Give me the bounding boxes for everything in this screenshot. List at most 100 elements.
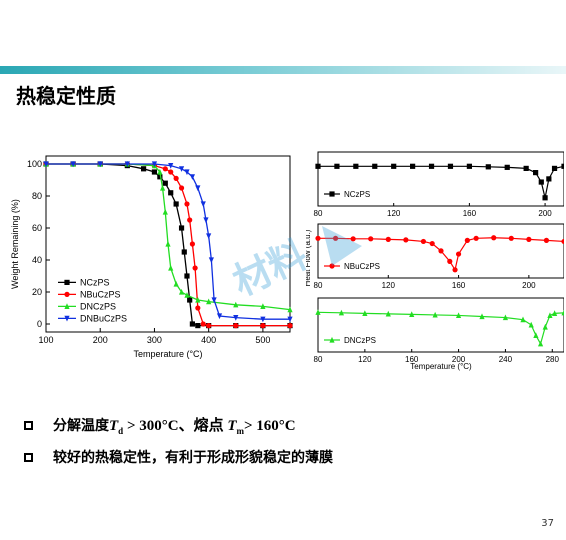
tga-point-DNBuCzPS xyxy=(208,257,214,264)
dsc-x-tick-label: 80 xyxy=(314,355,323,364)
dsc-y-axis-label: Heat Flow (a.u.) xyxy=(306,229,312,286)
dsc-chart: 80 120 160 200 NCzPS 80 120 160 200 NBuCzPS 80 120 1… xyxy=(303,148,566,380)
dsc-point-NBuCzPS xyxy=(420,238,427,245)
dsc-x-tick-label: 200 xyxy=(522,281,536,290)
tga-point-DNBuCzPS xyxy=(124,161,130,168)
tga-y-axis-label: Weight Remaining (%) xyxy=(10,199,20,289)
dsc-point-NCzPS xyxy=(485,164,491,170)
dsc-point-NBuCzPS xyxy=(332,235,339,241)
dsc-point-NCzPS xyxy=(315,163,321,169)
tga-point-DNCzPS xyxy=(159,184,166,191)
dsc-point-DNCzPS xyxy=(315,309,321,315)
tga-point-DNBuCzPS xyxy=(233,315,239,321)
tga-point-NBuCzPS xyxy=(187,217,193,223)
tm-symbol: T xyxy=(227,418,237,435)
tga-point-DNCzPS xyxy=(173,280,179,287)
bullet-item-decomposition: 分解温度Td > 300°C、熔点 Tm> 160°C xyxy=(18,412,333,438)
dsc-point-NCzPS xyxy=(428,163,435,169)
tga-y-tick-label: 40 xyxy=(32,255,42,265)
tga-point-DNBuCzPS xyxy=(200,201,206,208)
tga-legend-label: DNBuCzPS xyxy=(80,313,127,323)
tga-point-NCzPS xyxy=(168,190,174,196)
tga-x-tick-label: 200 xyxy=(93,335,108,345)
dsc-x-tick-label: 120 xyxy=(387,209,401,218)
dsc-x-tick-label: 160 xyxy=(405,355,419,364)
tga-x-tick-label: 500 xyxy=(255,335,270,345)
top-accent-band xyxy=(0,66,566,74)
dsc-point-NCzPS xyxy=(551,165,558,171)
dsc-x-tick-label: 280 xyxy=(546,355,560,364)
dsc-x-tick-label: 200 xyxy=(538,209,552,218)
dsc-x-tick-label: 160 xyxy=(452,281,466,290)
dsc-x-tick-label: 160 xyxy=(463,209,477,218)
tga-x-tick-label: 300 xyxy=(147,335,162,345)
dsc-point-NCzPS xyxy=(372,163,378,169)
tga-point-DNBuCzPS xyxy=(189,174,195,180)
dsc-point-NCzPS xyxy=(523,165,529,171)
dsc-point-DNCzPS xyxy=(528,321,534,328)
dsc-point-NBuCzPS xyxy=(315,235,321,241)
tga-point-DNBuCzPS xyxy=(184,169,190,176)
tga-point-NCzPS xyxy=(181,249,187,255)
tga-point-DNCzPS xyxy=(195,296,201,303)
tga-point-DNCzPS xyxy=(260,303,266,309)
tga-point-NCzPS xyxy=(184,273,190,279)
dsc-point-NCzPS xyxy=(533,170,539,176)
tga-point-NBuCzPS xyxy=(189,241,195,247)
tga-legend-marker xyxy=(64,315,70,322)
tga-point-DNCzPS xyxy=(233,301,239,308)
dsc-x-tick-label: 240 xyxy=(499,355,513,364)
dsc-point-NCzPS xyxy=(334,163,340,169)
dsc-point-NBuCzPS xyxy=(473,235,479,241)
slide-title: 热稳定性质 xyxy=(16,84,116,108)
tga-svg: 100 200 300 400 500 0 20 40 60 80 100 Temperature (… xyxy=(10,155,293,359)
dsc-point-NCzPS xyxy=(391,163,397,169)
tga-point-NCzPS xyxy=(195,323,201,329)
dsc-point-NBuCzPS xyxy=(561,238,566,245)
tga-legend-label: NBuCzPS xyxy=(80,289,121,299)
tga-point-DNCzPS xyxy=(184,292,190,298)
tga-point-DNBuCzPS xyxy=(178,166,185,172)
dsc-point-NCzPS xyxy=(546,176,552,182)
tga-point-DNCzPS xyxy=(168,264,174,271)
dsc-point-NCzPS xyxy=(353,163,359,169)
dsc-point-NBuCzPS xyxy=(508,235,514,241)
dsc-point-DNCzPS xyxy=(409,311,415,317)
dsc-point-DNCzPS xyxy=(537,340,544,347)
tga-point-DNBuCzPS xyxy=(216,313,223,320)
page-number: 37 xyxy=(541,518,554,529)
dsc-x-tick-label: 200 xyxy=(452,355,466,364)
tga-chart: 100 200 300 400 500 0 20 40 60 80 100 Temperature (… xyxy=(8,148,300,368)
tga-point-DNBuCzPS xyxy=(211,297,217,304)
bullet-1-prefix: 分解温度 xyxy=(53,418,109,435)
tga-point-DNCzPS xyxy=(178,288,185,295)
tga-point-NCzPS xyxy=(178,225,185,231)
dsc-point-NCzPS xyxy=(466,163,472,169)
td-symbol: T xyxy=(109,418,119,435)
dsc-point-NBuCzPS xyxy=(452,267,458,273)
dsc-point-NBuCzPS xyxy=(491,235,497,241)
dsc-legend-label: NBuCzPS xyxy=(344,262,380,271)
dsc-point-DNCzPS xyxy=(362,310,368,316)
bullet-item-stability: 较好的热稳定性，有利于形成形貌稳定的薄膜 xyxy=(18,444,333,470)
bullet-square-icon xyxy=(24,452,33,462)
tga-point-DNCzPS xyxy=(206,298,212,305)
tga-point-NBuCzPS xyxy=(173,175,179,181)
tga-point-NCzPS xyxy=(151,169,158,175)
tga-point-NCzPS xyxy=(141,166,147,172)
td-value: > 300°C、熔点 xyxy=(123,418,228,435)
tga-point-NBuCzPS xyxy=(178,185,185,191)
tga-point-NBuCzPS xyxy=(195,305,201,311)
dsc-point-NCzPS xyxy=(542,195,548,201)
tga-point-NBuCzPS xyxy=(192,265,198,271)
tga-point-DNBuCzPS xyxy=(203,217,209,224)
tga-point-DNCzPS xyxy=(165,240,171,247)
tga-point-NCzPS xyxy=(187,297,193,303)
tga-point-DNCzPS xyxy=(157,168,163,175)
dsc-point-DNCzPS xyxy=(385,310,391,317)
tga-point-DNCzPS xyxy=(287,306,293,313)
dsc-point-NCzPS xyxy=(410,163,416,169)
bullet-text-1: 分解温度Td > 300°C、熔点 Tm> 160°C xyxy=(53,414,296,436)
tga-point-NBuCzPS xyxy=(206,323,212,329)
tga-point-NCzPS xyxy=(157,174,163,180)
